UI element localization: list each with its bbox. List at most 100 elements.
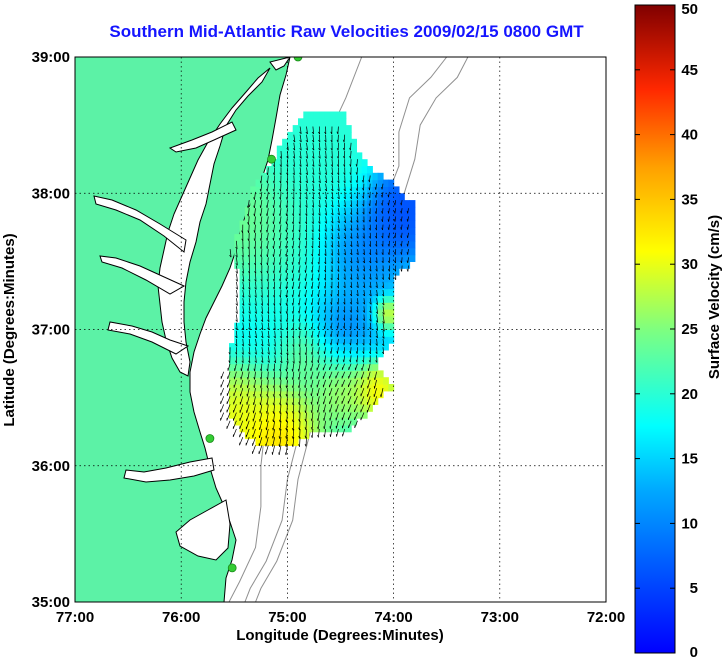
vector-arrow-head	[286, 360, 289, 364]
field-cell	[308, 254, 315, 262]
field-cell	[287, 356, 294, 365]
vector-arrow	[242, 249, 244, 258]
vector-arrow	[335, 396, 339, 404]
vector-arrow-head	[336, 310, 339, 313]
field-cell	[383, 309, 389, 317]
vector-arrow	[335, 412, 339, 421]
vector-arrow	[232, 420, 237, 429]
field-cell	[377, 302, 384, 310]
vector-arrow-head	[304, 245, 307, 249]
vector-arrow-head	[285, 262, 287, 265]
vector-arrow	[343, 355, 346, 363]
field-cell	[234, 411, 241, 419]
vector-arrow-head	[375, 260, 378, 264]
vector-arrow	[311, 347, 314, 355]
field-cell	[372, 247, 379, 256]
field-cell	[298, 254, 304, 262]
vector-arrow-head	[304, 294, 306, 298]
field-cell	[287, 384, 294, 392]
field-cell	[244, 370, 251, 378]
vector-arrow-head	[279, 344, 282, 347]
field-cell	[282, 193, 288, 201]
field-cell	[282, 349, 288, 358]
vector-arrow	[323, 388, 326, 396]
vector-arrow	[306, 175, 308, 183]
y-tick-label: 36:00	[32, 458, 70, 475]
vector-arrow-head	[259, 246, 262, 250]
field-cell	[372, 315, 379, 324]
field-cell	[340, 261, 347, 269]
vector-arrow-head	[273, 360, 276, 364]
field-cell	[345, 179, 352, 187]
vector-arrow-head	[311, 188, 315, 192]
vector-arrow-head	[304, 262, 307, 265]
vector-arrow-head	[272, 205, 275, 208]
vector-arrow	[299, 240, 301, 249]
field-cell	[324, 118, 331, 126]
field-cell	[234, 356, 241, 365]
field-cell	[351, 309, 357, 317]
vector-arrow	[293, 150, 296, 159]
vector-arrow-head	[304, 318, 306, 322]
vector-arrow	[311, 281, 314, 289]
field-cell	[404, 234, 411, 242]
vector-arrow-head	[298, 205, 301, 208]
vector-arrow-head	[235, 344, 238, 347]
field-cell	[244, 418, 251, 426]
field-cell	[298, 397, 304, 405]
vector-arrow	[280, 396, 282, 406]
vector-arrow-head	[241, 254, 244, 258]
vector-arrow	[311, 314, 314, 322]
vector-arrow	[253, 388, 256, 397]
field-cell	[298, 309, 304, 317]
vector-arrow	[363, 289, 366, 297]
colorbar-tick-label: 35	[681, 191, 698, 208]
field-cell	[308, 411, 315, 419]
vector-arrow-head	[278, 229, 281, 233]
vector-arrow-head	[254, 287, 257, 290]
field-cell	[271, 315, 278, 324]
vector-arrow-head	[279, 377, 281, 380]
field-cell	[313, 302, 320, 310]
field-cell	[324, 172, 331, 181]
field-cell	[388, 206, 395, 215]
field-cell	[255, 418, 262, 426]
field-cell	[383, 336, 389, 344]
vector-arrow	[248, 306, 251, 314]
field-cell	[361, 261, 368, 269]
vector-arrow	[382, 306, 385, 315]
vector-arrow	[323, 396, 326, 405]
field-cell	[282, 281, 288, 290]
field-cell	[303, 384, 310, 392]
vector-arrow-head	[304, 344, 307, 347]
vector-arrow-head	[356, 220, 359, 223]
vector-arrow	[240, 379, 244, 388]
field-cell	[345, 315, 352, 324]
vector-arrow-head	[324, 139, 327, 143]
vector-arrow-head	[350, 244, 353, 247]
vector-arrow	[337, 347, 339, 354]
vector-arrow	[344, 183, 346, 192]
vector-arrow-head	[343, 196, 346, 200]
vector-arrow-head	[369, 335, 372, 338]
field-cell	[377, 227, 384, 235]
field-cell	[244, 213, 251, 222]
vector-arrow	[260, 240, 263, 249]
vector-arrow-head	[311, 237, 314, 241]
vector-arrow-head	[304, 237, 307, 241]
field-cell	[367, 370, 373, 378]
vector-arrow	[338, 224, 340, 232]
field-cell	[287, 227, 294, 235]
field-cell	[308, 159, 315, 167]
field-cell	[282, 234, 288, 242]
vector-arrow	[317, 420, 320, 430]
vector-arrow	[376, 265, 378, 272]
vector-arrow-head	[324, 213, 327, 216]
field-cell	[255, 261, 262, 269]
vector-arrow	[299, 330, 301, 339]
field-cell	[266, 288, 273, 296]
vector-arrow	[330, 347, 333, 354]
vector-arrow-head	[291, 270, 293, 273]
vector-arrow-head	[267, 344, 270, 347]
vector-arrow-head	[349, 204, 352, 208]
